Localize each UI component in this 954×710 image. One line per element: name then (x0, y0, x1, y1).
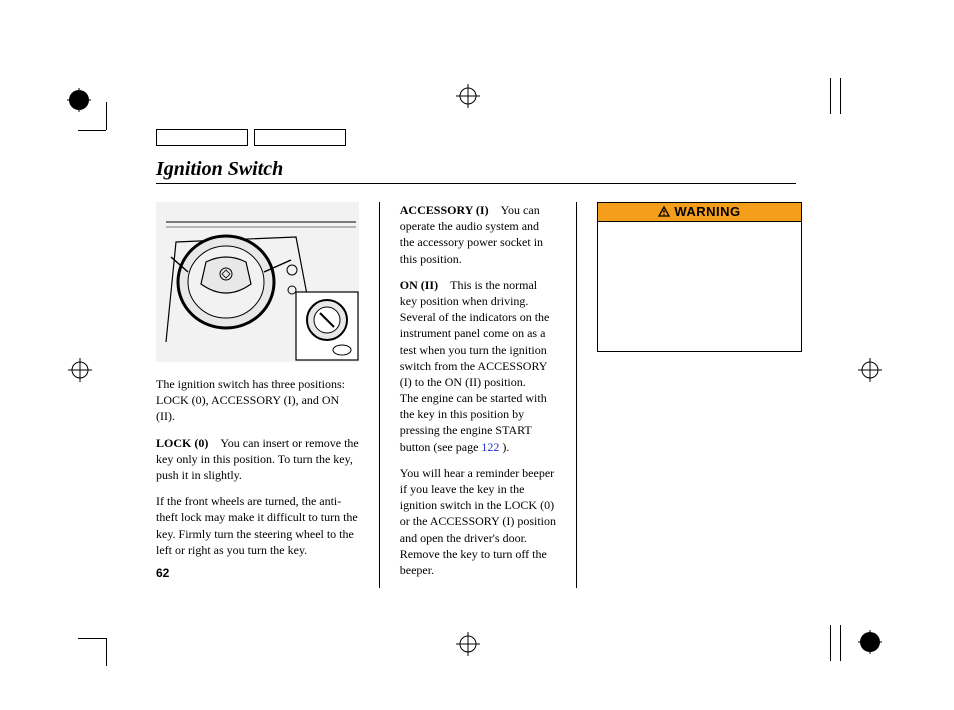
page-title: Ignition Switch (156, 158, 283, 181)
lock-paragraph: LOCK (0) You can insert or remove the ke… (156, 435, 359, 484)
acc-gap (489, 203, 501, 217)
intro-text: The ignition switch has three positions:… (156, 376, 359, 425)
warning-triangle-icon (658, 206, 670, 218)
column-divider (379, 202, 380, 588)
header-box (254, 129, 346, 146)
accessory-paragraph: ACCESSORY (I) You can operate the audio … (400, 202, 556, 267)
engine-paragraph: The engine can be started with the key i… (400, 390, 556, 455)
warning-header: WARNING (598, 203, 801, 222)
column-divider (576, 202, 577, 588)
beeper-text: You will hear a reminder beeper if you l… (400, 465, 556, 578)
steering-wheel-illustration (156, 202, 359, 362)
lock-label: LOCK (0) (156, 436, 208, 450)
header-placeholder-boxes (156, 129, 346, 146)
lock-gap (208, 436, 220, 450)
registration-mark-bottom-center (456, 632, 480, 656)
on-text: This is the normal key position when dri… (400, 278, 550, 389)
page-link[interactable]: 122 (481, 440, 499, 454)
page-number: 62 (156, 566, 169, 580)
warning-box: WARNING (597, 202, 802, 352)
content-columns: The ignition switch has three positions:… (156, 202, 800, 588)
column-1: The ignition switch has three positions:… (156, 202, 359, 588)
accessory-label: ACCESSORY (I) (400, 203, 489, 217)
column-3: WARNING (597, 202, 800, 588)
title-rule (156, 183, 796, 184)
on-gap (438, 278, 450, 292)
registration-mark-ml (68, 358, 92, 382)
registration-mark-left (67, 88, 91, 112)
registration-mark-br (858, 630, 882, 654)
on-paragraph: ON (II) This is the normal key position … (400, 277, 556, 390)
engine-text-after: ). (499, 440, 509, 454)
engine-text-before: The engine can be started with the key i… (400, 391, 547, 454)
column-2: ACCESSORY (I) You can operate the audio … (400, 202, 556, 588)
on-label: ON (II) (400, 278, 438, 292)
wheel-text: If the front wheels are turned, the anti… (156, 493, 359, 558)
registration-mark-mr (858, 358, 882, 382)
registration-mark-top-center (456, 84, 480, 108)
header-box (156, 129, 248, 146)
warning-label: WARNING (674, 203, 740, 221)
